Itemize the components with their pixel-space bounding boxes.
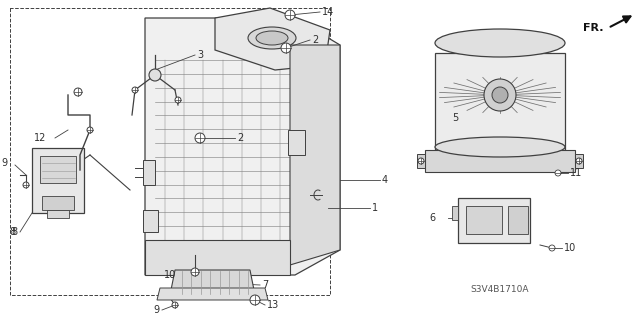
Text: S3V4B1710A: S3V4B1710A: [470, 286, 529, 294]
Polygon shape: [425, 150, 575, 172]
Circle shape: [484, 79, 516, 111]
Text: 13: 13: [267, 300, 279, 310]
Polygon shape: [157, 288, 268, 300]
Circle shape: [555, 170, 561, 176]
Circle shape: [191, 268, 199, 276]
Text: 10: 10: [564, 243, 576, 253]
Circle shape: [418, 158, 424, 164]
Circle shape: [492, 87, 508, 103]
Polygon shape: [32, 148, 84, 213]
Text: 3: 3: [197, 50, 203, 60]
Text: 7: 7: [262, 280, 268, 290]
Polygon shape: [290, 45, 340, 265]
Circle shape: [195, 133, 205, 143]
Ellipse shape: [435, 137, 565, 157]
Circle shape: [149, 69, 161, 81]
Polygon shape: [435, 53, 565, 150]
Polygon shape: [40, 156, 76, 183]
Text: 1: 1: [372, 203, 378, 213]
Circle shape: [285, 10, 295, 20]
Text: 10: 10: [164, 270, 176, 280]
Circle shape: [172, 302, 178, 308]
Polygon shape: [143, 160, 155, 185]
Circle shape: [87, 127, 93, 133]
Ellipse shape: [248, 27, 296, 49]
Polygon shape: [466, 206, 502, 234]
Circle shape: [576, 158, 582, 164]
Text: 9: 9: [154, 305, 160, 315]
Polygon shape: [145, 18, 340, 275]
Text: 5: 5: [452, 113, 458, 123]
Text: 11: 11: [570, 168, 582, 178]
Ellipse shape: [435, 29, 565, 57]
Ellipse shape: [256, 31, 288, 45]
Text: 12: 12: [34, 133, 46, 143]
Circle shape: [281, 43, 291, 53]
Text: 4: 4: [382, 175, 388, 185]
Polygon shape: [508, 206, 528, 234]
Polygon shape: [458, 198, 530, 243]
Text: FR.: FR.: [583, 23, 604, 33]
Polygon shape: [417, 154, 425, 168]
Text: 9: 9: [2, 158, 8, 168]
Polygon shape: [215, 8, 330, 70]
Polygon shape: [145, 240, 290, 275]
Text: 2: 2: [237, 133, 243, 143]
Polygon shape: [575, 154, 583, 168]
Text: 2: 2: [312, 35, 318, 45]
Circle shape: [23, 182, 29, 188]
Text: 8: 8: [12, 227, 18, 237]
Text: 8: 8: [10, 227, 16, 237]
Polygon shape: [288, 130, 305, 155]
Text: 6: 6: [430, 213, 436, 223]
Circle shape: [132, 87, 138, 93]
Polygon shape: [452, 206, 458, 220]
Polygon shape: [170, 270, 255, 295]
Polygon shape: [143, 210, 158, 232]
Text: 14: 14: [322, 7, 334, 17]
Polygon shape: [47, 210, 69, 218]
Circle shape: [250, 295, 260, 305]
Polygon shape: [42, 196, 74, 210]
Circle shape: [74, 88, 82, 96]
Circle shape: [175, 97, 181, 103]
Circle shape: [549, 245, 555, 251]
